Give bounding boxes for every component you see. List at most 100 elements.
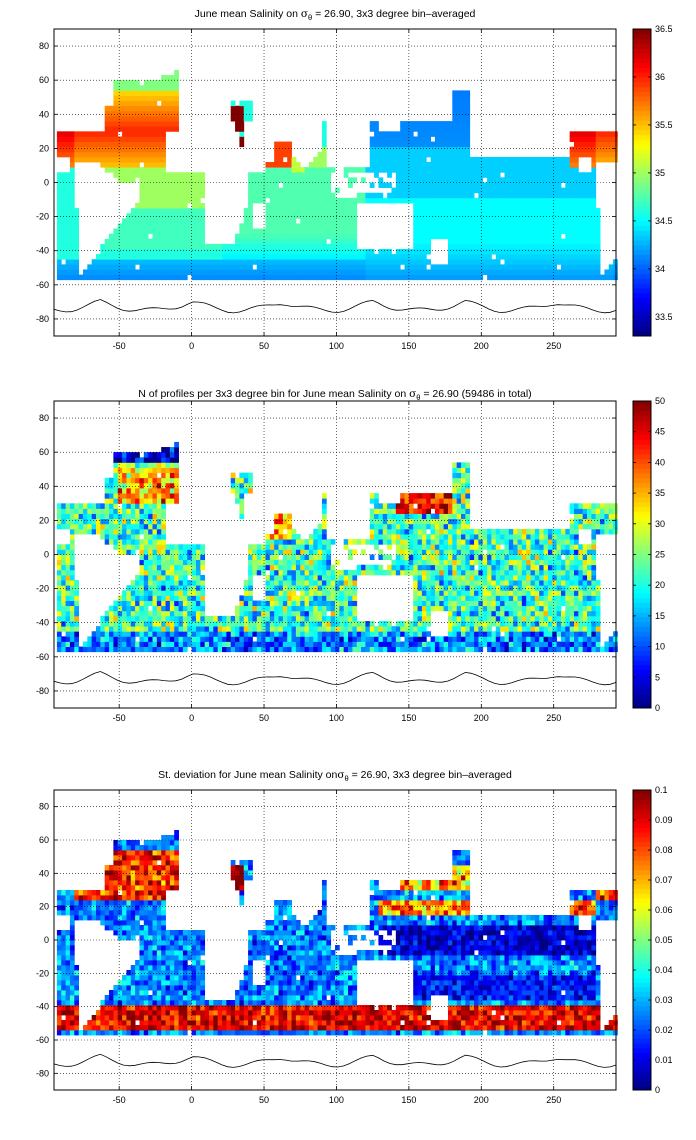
heatmap-cell <box>434 564 440 571</box>
heatmap-cell <box>100 156 106 163</box>
heatmap-cell <box>187 585 193 591</box>
heatmap-cell <box>195 223 201 229</box>
heatmap-cell <box>469 595 475 601</box>
heatmap-cell <box>143 85 149 91</box>
heatmap-cell <box>174 544 179 550</box>
heatmap-cell <box>56 228 62 235</box>
heatmap-cell <box>517 585 523 591</box>
heatmap-cell <box>591 172 597 178</box>
heatmap-cell <box>417 580 423 586</box>
heatmap-cell <box>565 167 571 173</box>
heatmap-cell <box>565 228 571 235</box>
heatmap-cell <box>135 641 140 647</box>
heatmap-cell <box>469 223 475 229</box>
heatmap-cell <box>578 238 584 245</box>
heatmap-cell <box>500 249 505 255</box>
heatmap-cell <box>430 141 436 148</box>
heatmap-cell <box>335 213 340 219</box>
heatmap-cell <box>474 580 479 586</box>
heatmap-cell <box>252 569 258 576</box>
heatmap-cell <box>69 595 75 601</box>
heatmap-cell <box>300 636 305 642</box>
heatmap-cell <box>478 192 484 199</box>
heatmap-cell <box>317 636 323 642</box>
heatmap-cell <box>308 574 314 581</box>
heatmap-cell <box>126 80 132 86</box>
heatmap-cell <box>378 646 384 653</box>
heatmap-cell <box>278 233 284 240</box>
heatmap-cell <box>335 641 340 647</box>
heatmap-cell <box>195 187 201 194</box>
heatmap-cell <box>122 90 127 96</box>
heatmap-cell <box>182 621 188 627</box>
heatmap-cell <box>469 156 475 163</box>
heatmap-cell <box>339 223 345 229</box>
heatmap-cell <box>491 249 497 255</box>
heatmap-cell <box>447 274 453 281</box>
heatmap-cell <box>182 223 188 229</box>
heatmap-cell <box>500 243 505 250</box>
heatmap-cell <box>252 238 258 245</box>
heatmap-cell <box>339 646 345 653</box>
heatmap-cell <box>569 156 575 163</box>
heatmap-cell <box>304 264 310 270</box>
heatmap-cell <box>461 115 466 122</box>
heatmap-cell <box>313 182 319 189</box>
heatmap-cell <box>478 202 484 209</box>
heatmap-cell <box>413 177 418 183</box>
heatmap-cell <box>456 151 462 158</box>
heatmap-cell <box>417 544 423 550</box>
heatmap-cell <box>339 259 345 265</box>
heatmap-cell <box>339 569 345 576</box>
heatmap-cell <box>439 600 445 607</box>
heatmap-cell <box>82 641 88 647</box>
heatmap-cell <box>447 162 453 168</box>
heatmap-cell <box>56 177 62 183</box>
heatmap-cell <box>352 259 358 265</box>
heatmap-cell <box>348 264 353 270</box>
heatmap-cell <box>500 580 505 586</box>
heatmap-cell <box>252 549 258 555</box>
heatmap-cell <box>539 192 544 199</box>
heatmap-cell <box>374 121 379 127</box>
heatmap-cell <box>521 554 527 561</box>
heatmap-cell <box>587 259 592 265</box>
heatmap-cell <box>556 580 562 586</box>
heatmap-cell <box>552 636 558 642</box>
heatmap-cell <box>552 600 558 607</box>
heatmap-cell <box>534 233 540 240</box>
heatmap-cell <box>591 636 597 642</box>
heatmap-cell <box>287 202 292 209</box>
heatmap-cell <box>482 595 488 601</box>
heatmap-cell <box>69 580 75 586</box>
heatmap-cell <box>369 641 375 647</box>
heatmap-cell <box>152 238 158 245</box>
heatmap-cell <box>321 151 327 158</box>
heatmap-cell <box>169 126 175 132</box>
heatmap-cell <box>461 605 466 612</box>
heatmap-cell <box>321 243 327 250</box>
heatmap-cell <box>613 269 618 275</box>
heatmap-cell <box>178 208 184 214</box>
heatmap-cell <box>343 274 349 281</box>
heatmap-cell <box>61 233 66 240</box>
heatmap-cell <box>487 595 492 601</box>
heatmap-cell <box>87 156 93 163</box>
heatmap-cell <box>413 197 418 204</box>
heatmap-cell <box>65 631 71 637</box>
heatmap-cell <box>321 208 327 214</box>
heatmap-cell <box>439 197 445 204</box>
heatmap-cell <box>543 600 549 607</box>
heatmap-cell <box>391 564 397 571</box>
heatmap-cell <box>417 233 423 240</box>
heatmap-cell <box>148 218 153 224</box>
heatmap-cell <box>295 641 301 647</box>
heatmap-cell <box>335 600 340 607</box>
heatmap-cell <box>156 208 162 214</box>
heatmap-cell <box>456 121 462 127</box>
heatmap-cell <box>508 641 514 647</box>
heatmap-cell <box>443 177 449 183</box>
heatmap-cell <box>143 646 149 653</box>
heatmap-cell <box>243 105 249 112</box>
